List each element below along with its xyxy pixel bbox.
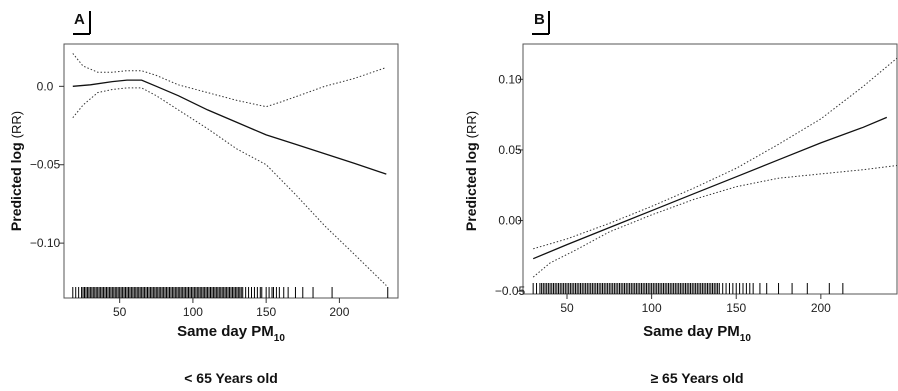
panel-a-x-axis-label: Same day PM10 (177, 323, 285, 344)
panel-b-series (532, 57, 898, 278)
panel-a-series (72, 53, 387, 286)
panel-b-x-axis: 50 100 150 200 (560, 294, 831, 315)
panel-b-x-tick-label: 100 (642, 301, 662, 315)
panel-a-y-axis: 0.0 −0.05 −0.10 (30, 79, 64, 250)
panel-b-estimate-line (532, 116, 888, 260)
panel-a-y-tick-label: −0.10 (30, 236, 61, 250)
panel-b-y-axis: 0.10 0.05 0.00 −0.05 (495, 72, 526, 298)
panel-b-y-axis-label: Predicted log(RR) (463, 111, 479, 231)
panel-b-subtitle: ≥ 65 Years old (650, 370, 743, 386)
panel-b-y-tick-label: 0.10 (498, 72, 522, 86)
panel-b-x-tick-label: 50 (560, 301, 574, 315)
panel-b-rug (532, 283, 844, 294)
panel-b-x-axis-label: Same day PM10 (643, 323, 751, 344)
panel-a-x-axis: 50 100 150 200 (113, 298, 350, 319)
panel-a: A 50 100 150 200 0.0 −0.05 −0.10 Predicted lo… (8, 11, 399, 386)
panel-a-upper-ci-line (72, 53, 387, 108)
panel-b-x-tick-label: 200 (811, 301, 831, 315)
panel-a-x-tick-label: 50 (113, 305, 127, 319)
panel-b-letter: B (534, 11, 545, 28)
panel-a-subtitle: < 65 Years old (184, 370, 278, 386)
panel-b-upper-ci-line (533, 57, 898, 250)
panel-b: B 50 100 150 200 0.10 0.05 0.00 −0.05 Predicte… (463, 11, 898, 386)
panel-a-lower-ci-line (72, 87, 387, 286)
panel-a-x-tick-label: 150 (256, 305, 276, 319)
panel-b-letter-mark: B (532, 11, 550, 35)
panel-a-y-tick-label: 0.0 (37, 79, 54, 93)
panel-b-plot-frame (522, 43, 898, 295)
panel-b-lower-ci-line (532, 165, 898, 278)
panel-a-estimate-line (72, 79, 387, 175)
panel-a-letter-mark: A (73, 11, 91, 35)
panel-b-y-tick-label: −0.05 (495, 284, 526, 298)
panel-a-x-tick-label: 200 (329, 305, 349, 319)
panel-a-letter: A (74, 11, 85, 28)
panel-b-x-tick-label: 150 (726, 301, 746, 315)
panel-a-y-tick-label: −0.05 (30, 158, 61, 172)
panel-a-x-tick-label: 100 (183, 305, 203, 319)
panel-b-y-tick-label: 0.05 (498, 143, 522, 157)
panel-a-plot-frame (63, 43, 399, 299)
panel-b-y-tick-label: 0.00 (498, 214, 522, 228)
panel-a-rug (72, 287, 389, 298)
panel-a-y-axis-label: Predicted log(RR) (8, 111, 24, 231)
